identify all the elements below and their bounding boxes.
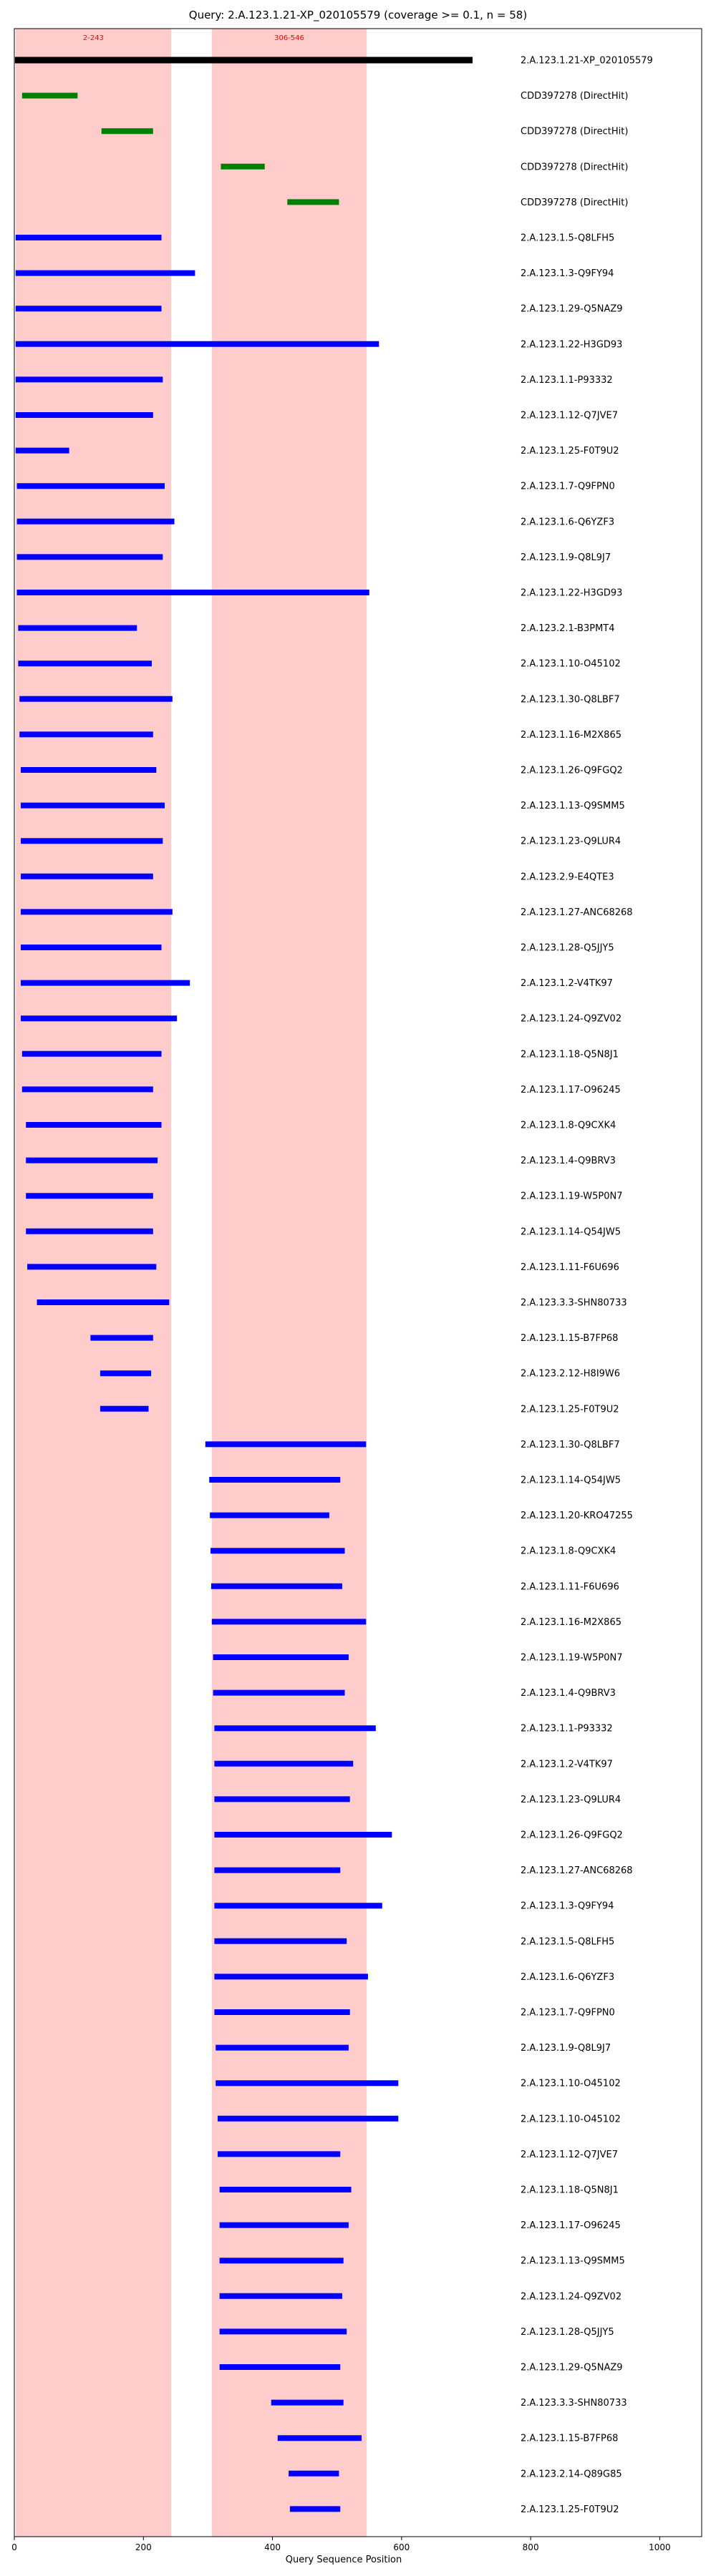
row-label: 2.A.123.1.13-Q9SMM5 (521, 2256, 625, 2267)
row-label: 2.A.123.1.23-Q9LUR4 (521, 1795, 621, 1805)
row-label: 2.A.123.1.27-ANC68268 (521, 907, 633, 918)
row-label: 2.A.123.1.10-O45102 (521, 2079, 621, 2089)
row-label: 2.A.123.1.8-Q9CXK4 (521, 1546, 616, 1557)
region-label-1: 2-243 (83, 34, 104, 42)
row-label: 2.A.123.1.7-Q9FPN0 (521, 482, 615, 492)
row-label: 2.A.123.1.17-O96245 (521, 2220, 621, 2231)
row-label: 2.A.123.2.14-Q89G85 (521, 2469, 622, 2479)
x-axis: 0 200 400 600 800 1000 (11, 2537, 671, 2552)
row-label: 2.A.123.1.12-Q7JVE7 (521, 2150, 618, 2160)
row-label: 2.A.123.1.5-Q8LFH5 (521, 1936, 614, 1947)
row-label: 2.A.123.1.26-Q9FGQ2 (521, 766, 623, 776)
highlight-region-1 (15, 29, 172, 2537)
row-label: 2.A.123.1.19-W5P0N7 (521, 1653, 623, 1664)
row-label: 2.A.123.1.28-Q5JJY5 (521, 2327, 614, 2338)
row-label: 2.A.123.1.17-O96245 (521, 1085, 621, 1096)
row-label: 2.A.123.1.3-Q9FY94 (521, 268, 614, 279)
x-tick-label: 0 (11, 2542, 17, 2552)
row-label: 2.A.123.1.1-P93332 (521, 1724, 613, 1735)
row-label: 2.A.123.1.3-Q9FY94 (521, 1901, 614, 1912)
x-tick-label: 600 (393, 2542, 410, 2552)
row-label: 2.A.123.1.10-O45102 (521, 2114, 621, 2124)
row-label: 2.A.123.1.7-Q9FPN0 (521, 2008, 615, 2019)
highlight-region-2 (211, 29, 367, 2537)
row-label: 2.A.123.1.2-V4TK97 (521, 1759, 613, 1770)
row-label: 2.A.123.1.1-P93332 (521, 375, 613, 386)
row-label: 2.A.123.1.16-M2X865 (521, 730, 621, 741)
row-label: 2.A.123.3.3-SHN80733 (521, 2398, 627, 2409)
row-label: CDD397278 (DirectHit) (521, 127, 628, 137)
row-label: 2.A.123.3.3-SHN80733 (521, 1298, 627, 1309)
region-layer: 2-243 306-546 (15, 29, 367, 2537)
row-label: 2.A.123.1.14-Q54JW5 (521, 1475, 621, 1486)
row-label: 2.A.123.1.29-Q5NAZ9 (521, 2363, 623, 2373)
row-label: CDD397278 (DirectHit) (521, 91, 628, 102)
row-label: CDD397278 (DirectHit) (521, 162, 628, 172)
row-label: 2.A.123.1.4-Q9BRV3 (521, 1156, 616, 1166)
row-label: 2.A.123.1.8-Q9CXK4 (521, 1121, 616, 1131)
row-label: 2.A.123.1.9-Q8L9J7 (521, 552, 611, 563)
x-tick-label: 400 (264, 2542, 281, 2552)
row-label: 2.A.123.1.12-Q7JVE7 (521, 411, 618, 421)
row-label: 2.A.123.1.30-Q8LBF7 (521, 694, 620, 705)
row-label: 2.A.123.1.5-Q8LFH5 (521, 233, 614, 244)
row-label: 2.A.123.1.27-ANC68268 (521, 1865, 633, 1876)
row-label: 2.A.123.1.26-Q9FGQ2 (521, 1830, 623, 1841)
row-label: 2.A.123.1.22-H3GD93 (521, 588, 622, 599)
row-label: 2.A.123.1.22-H3GD93 (521, 339, 622, 350)
row-label: 2.A.123.1.2-V4TK97 (521, 978, 613, 989)
row-label: 2.A.123.1.28-Q5JJY5 (521, 943, 614, 954)
row-label: 2.A.123.1.29-Q5NAZ9 (521, 304, 623, 315)
row-label: 2.A.123.2.1-B3PMT4 (521, 623, 615, 634)
row-label: 2.A.123.1.24-Q9ZV02 (521, 1014, 621, 1025)
row-label: 2.A.123.1.23-Q9LUR4 (521, 836, 621, 847)
row-label: 2.A.123.1.11-F6U696 (521, 1262, 619, 1273)
row-label: 2.A.123.1.10-O45102 (521, 659, 621, 670)
row-label: 2.A.123.1.9-Q8L9J7 (521, 2043, 611, 2054)
row-label: 2.A.123.1.11-F6U696 (521, 1581, 619, 1592)
row-label: 2.A.123.1.18-Q5N8J1 (521, 2185, 619, 2196)
bars-layer (14, 57, 473, 2512)
row-label: 2.A.123.1.25-F0T9U2 (521, 1404, 619, 1415)
row-label: 2.A.123.1.6-Q6YZF3 (521, 517, 614, 527)
row-label: 2.A.123.1.13-Q9SMM5 (521, 801, 625, 811)
row-label: 2.A.123.2.12-H8I9W6 (521, 1369, 620, 1380)
row-label: 2.A.123.1.14-Q54JW5 (521, 1226, 621, 1237)
chart-title: Query: 2.A.123.1.21-XP_020105579 (covera… (189, 9, 527, 22)
row-label: 2.A.123.1.4-Q9BRV3 (521, 1688, 616, 1699)
row-label: 2.A.123.1.15-B7FP68 (521, 2434, 618, 2444)
row-label: 2.A.123.1.21-XP_020105579 (521, 56, 653, 67)
row-labels-layer: 2.A.123.1.21-XP_020105579 CDD397278 (Dire… (521, 56, 653, 2515)
x-tick-label: 200 (135, 2542, 152, 2552)
row-label: 2.A.123.1.18-Q5N8J1 (521, 1049, 619, 1060)
row-label: 2.A.123.1.24-Q9ZV02 (521, 2291, 621, 2302)
row-label: 2.A.123.1.25-F0T9U2 (521, 2504, 619, 2515)
row-label: 2.A.123.1.16-M2X865 (521, 1617, 621, 1628)
row-label: 2.A.123.2.9-E4QTE3 (521, 872, 614, 882)
row-label: 2.A.123.1.30-Q8LBF7 (521, 1440, 620, 1450)
row-label: 2.A.123.1.20-KRO47255 (521, 1511, 633, 1521)
x-axis-title: Query Sequence Position (286, 2555, 402, 2565)
row-label: CDD397278 (DirectHit) (521, 197, 628, 208)
row-label: 2.A.123.1.15-B7FP68 (521, 1333, 618, 1344)
row-label: 2.A.123.1.19-W5P0N7 (521, 1191, 623, 1202)
row-label: 2.A.123.1.6-Q6YZF3 (521, 1972, 614, 1983)
row-label: 2.A.123.1.25-F0T9U2 (521, 446, 619, 457)
x-tick-label: 800 (523, 2542, 539, 2552)
x-tick-label: 1000 (649, 2542, 671, 2552)
plot-frame (14, 28, 702, 2537)
region-label-2: 306-546 (274, 34, 304, 42)
